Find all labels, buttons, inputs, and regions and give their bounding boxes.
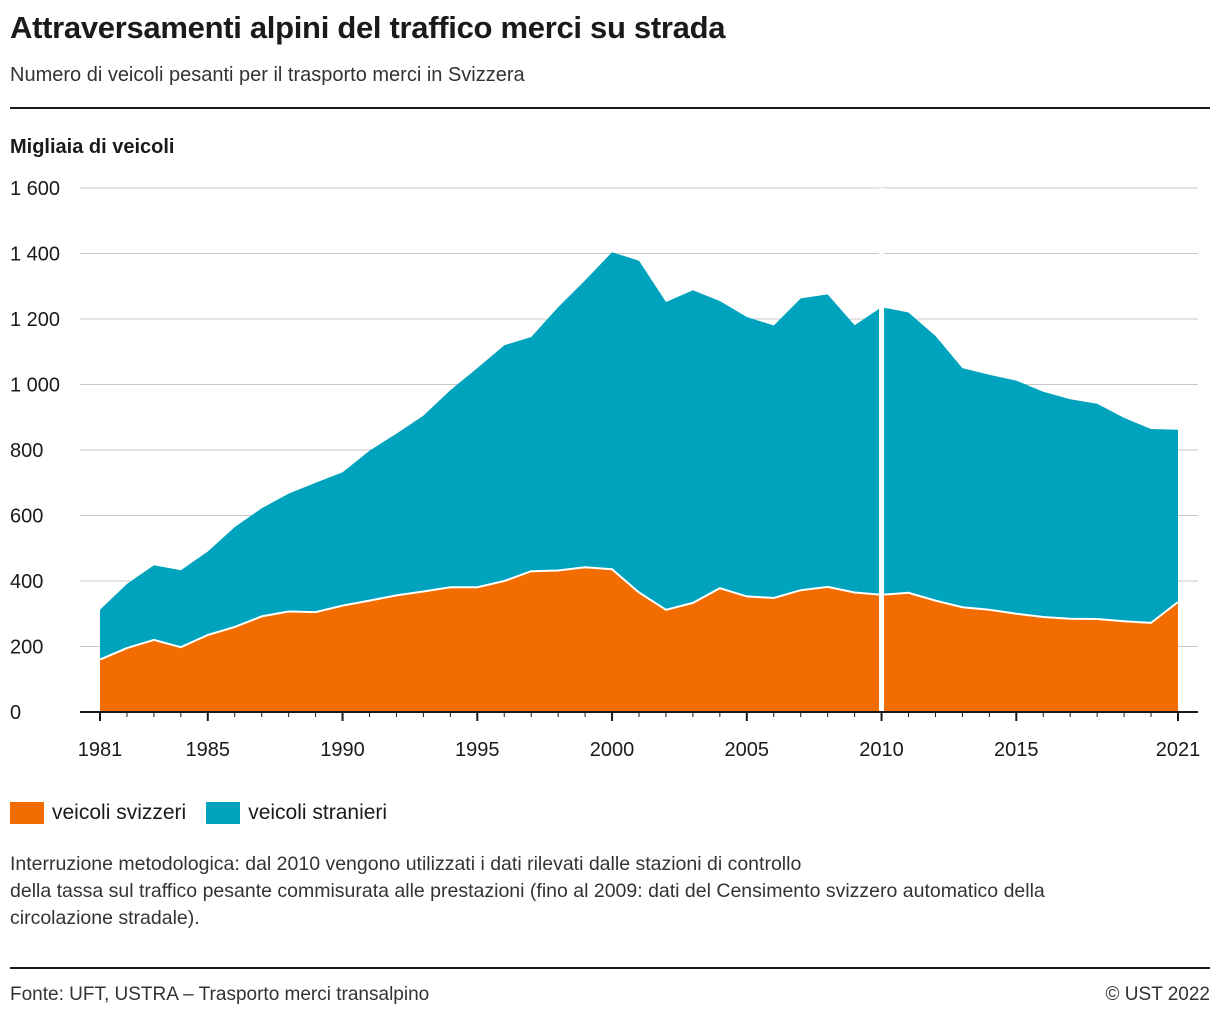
top-divider xyxy=(10,107,1210,109)
legend-item-swiss: veicoli svizzeri xyxy=(10,801,186,825)
series-separator-line xyxy=(99,566,1179,661)
y-tick-label-800: 800 xyxy=(10,440,43,462)
legend-label-swiss: veicoli svizzeri xyxy=(52,801,187,824)
x-tick-label-2000: 2000 xyxy=(590,739,635,761)
x-tick-label-1995: 1995 xyxy=(455,739,500,761)
y-tick-label-1600: 1 600 xyxy=(10,178,60,200)
area-veicoli-svizzeri xyxy=(100,567,1178,712)
x-tick-label-2021: 2021 xyxy=(1156,739,1201,761)
y-tick-label-200: 200 xyxy=(10,637,43,659)
y-tick-label-1000: 1 000 xyxy=(10,375,60,397)
x-tick-label-1981: 1981 xyxy=(78,739,123,761)
chart-subtitle: Numero di veicoli pesanti per il traspor… xyxy=(10,64,525,86)
legend-item-foreign: veicoli stranieri xyxy=(206,801,387,825)
bottom-divider xyxy=(10,967,1210,969)
methodology-note: Interruzione metodologica: dal 2010 veng… xyxy=(10,851,1210,932)
axes: 0 200 400 600 800 1 000 1 200 1 400 1 600 1981 198… xyxy=(10,178,1200,761)
y-tick-label-1400: 1 400 xyxy=(10,244,60,266)
x-tick-label-2010: 2010 xyxy=(859,739,904,761)
legend-swatch-foreign xyxy=(206,802,241,824)
x-tick-label-1985: 1985 xyxy=(186,739,231,761)
y-tick-label-600: 600 xyxy=(10,506,43,528)
note-line-1: Interruzione metodologica: dal 2010 veng… xyxy=(10,853,802,875)
x-tick-label-1990: 1990 xyxy=(320,739,365,761)
y-axis-title: Migliaia di veicoli xyxy=(10,136,175,158)
source-text: Fonte: UFT, USTRA – Trasporto merci tran… xyxy=(10,984,430,1005)
y-tick-label-400: 400 xyxy=(10,571,43,593)
y-tick-label-0: 0 xyxy=(10,702,21,724)
y-tick-label-1200: 1 200 xyxy=(10,309,60,331)
x-tick-label-2005: 2005 xyxy=(725,739,770,761)
legend-label-foreign: veicoli stranieri xyxy=(248,801,388,824)
note-line-2: della tassa sul traffico pesante commisu… xyxy=(10,880,1045,902)
legend-swatch-swiss xyxy=(10,802,44,824)
stacked-area-chart: 0 200 400 600 800 1 000 1 200 1 400 1 600 1981 198… xyxy=(10,178,1200,761)
copyright-text: © UST 2022 xyxy=(1105,984,1210,1005)
chart-title: Attraversamenti alpini del traffico merc… xyxy=(10,10,726,45)
x-tick-label-2015: 2015 xyxy=(994,739,1039,761)
area-series xyxy=(99,188,1179,712)
legend: veicoli svizzeri veicoli stranieri xyxy=(10,801,407,825)
note-line-3: circolazione stradale). xyxy=(10,907,200,929)
